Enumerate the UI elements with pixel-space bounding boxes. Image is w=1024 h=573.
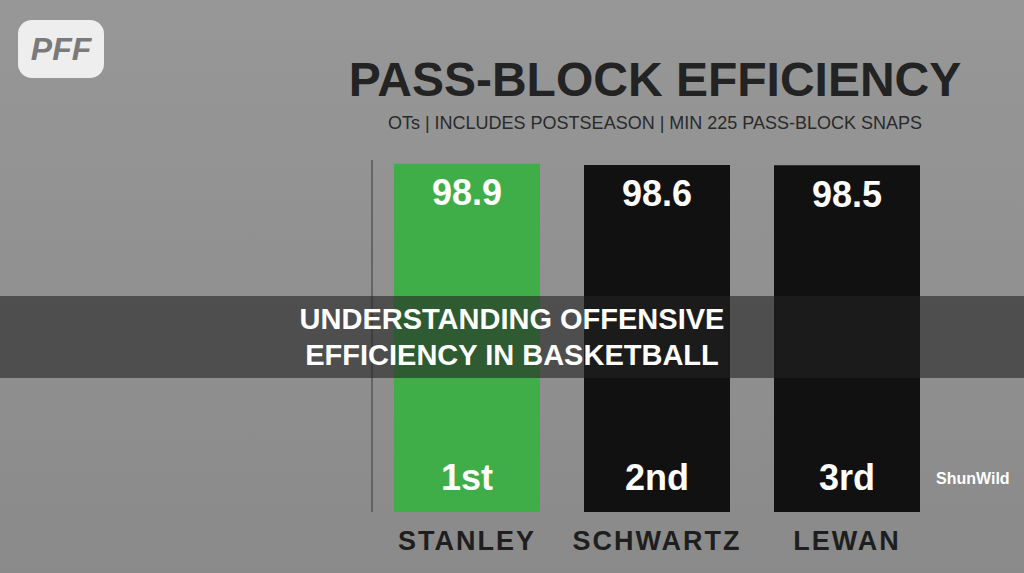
svg-text:SCHWARTZ: SCHWARTZ — [573, 526, 742, 556]
svg-text:98.9: 98.9 — [432, 172, 502, 213]
html-text:OTs | INCLUDES POSTSEASON | MI: OTs | INCLUDES POSTSEASON | MIN 225 PASS… — [387, 113, 923, 133]
svg-text:3rd: 3rd — [819, 457, 875, 498]
html-text:PASS-BLOCK EFFICIENCY: PASS-BLOCK EFFICIENCY — [348, 53, 962, 106]
html-text:ShunWild: ShunWild — [936, 470, 1010, 487]
svg-text:1st: 1st — [441, 457, 493, 498]
html-text:UNDERSTANDING OFFENSIVE EFFICI: UNDERSTANDING OFFENSIVE EFFICIENCY IN BA… — [299, 303, 725, 371]
html-text:PFF: PFF — [30, 30, 92, 67]
svg-text:98.6: 98.6 — [622, 173, 692, 214]
svg-text:STANLEY: STANLEY — [398, 526, 536, 556]
svg-text:98.5: 98.5 — [812, 174, 882, 215]
svg-text:2nd: 2nd — [625, 457, 689, 498]
svg-text:LEWAN: LEWAN — [793, 526, 901, 556]
